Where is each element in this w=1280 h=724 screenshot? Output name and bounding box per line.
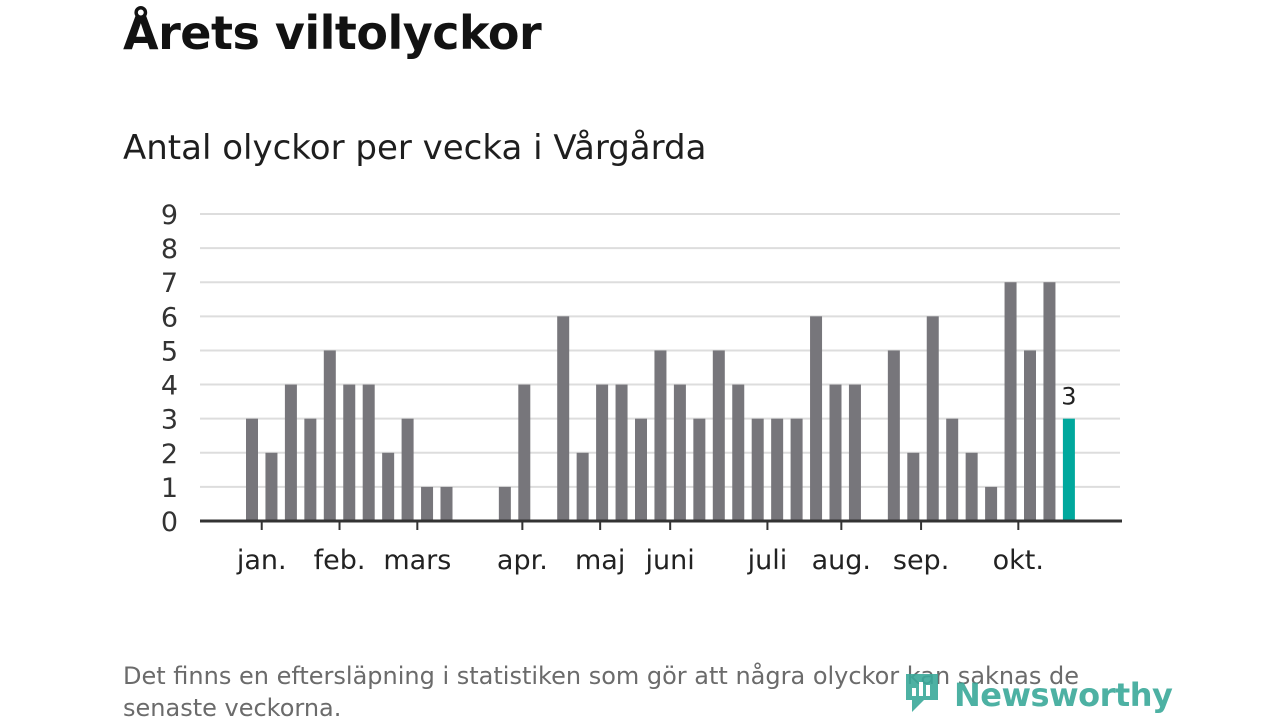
y-tick-label: 7 bbox=[161, 268, 178, 299]
bar bbox=[382, 452, 395, 521]
bar bbox=[284, 384, 297, 521]
bar bbox=[829, 384, 842, 521]
bar bbox=[323, 350, 336, 521]
x-tick-label: feb. bbox=[314, 545, 366, 576]
bar bbox=[848, 384, 861, 521]
y-tick-label: 0 bbox=[161, 507, 178, 538]
bar bbox=[265, 452, 278, 521]
bar bbox=[576, 452, 589, 521]
bar bbox=[1004, 282, 1017, 521]
bar bbox=[615, 384, 628, 521]
y-tick-label: 9 bbox=[161, 200, 178, 231]
bar bbox=[362, 384, 375, 521]
month-labels: jan. feb. mars apr. maj juni juli aug. sep. okt. bbox=[236, 545, 1044, 576]
bar bbox=[985, 486, 998, 521]
x-tick-label: sep. bbox=[893, 545, 949, 576]
bar bbox=[790, 418, 803, 521]
bar bbox=[751, 418, 764, 521]
bar bbox=[343, 384, 356, 521]
bar bbox=[810, 316, 823, 521]
highlighted-bar bbox=[1062, 418, 1075, 521]
bar bbox=[1024, 350, 1036, 521]
x-tick-label: apr. bbox=[497, 545, 548, 576]
chart-subtitle: Antal olyckor per vecka i Vårgårda bbox=[123, 128, 707, 168]
bar bbox=[946, 418, 959, 521]
newsworthy-logo-icon bbox=[902, 670, 942, 720]
bar bbox=[712, 350, 725, 521]
bar bbox=[693, 418, 706, 521]
y-tick-label: 8 bbox=[161, 234, 178, 265]
bar bbox=[887, 350, 900, 521]
x-tick-label: juli bbox=[747, 545, 788, 576]
data-label: 3 bbox=[1061, 383, 1076, 411]
brand-logo: Newsworthy bbox=[902, 670, 1173, 720]
bars bbox=[246, 282, 1075, 521]
bar bbox=[926, 316, 939, 521]
bar bbox=[732, 384, 745, 521]
bar bbox=[771, 418, 784, 521]
x-tick-label: okt. bbox=[993, 545, 1044, 576]
bar bbox=[421, 486, 434, 521]
bar bbox=[518, 384, 531, 521]
y-tick-label: 3 bbox=[161, 405, 178, 436]
x-tick-label: maj bbox=[575, 545, 625, 576]
y-tick-label: 6 bbox=[161, 302, 178, 333]
chart-title: Årets viltolyckor bbox=[123, 6, 542, 60]
y-tick-label: 2 bbox=[161, 439, 178, 470]
x-tick-label: juni bbox=[645, 545, 695, 576]
x-tick-label: mars bbox=[383, 545, 451, 576]
brand-name: Newsworthy bbox=[954, 676, 1173, 714]
bar bbox=[635, 418, 647, 521]
bar bbox=[246, 418, 258, 521]
bar bbox=[965, 452, 978, 521]
bar bbox=[498, 486, 511, 521]
bar bbox=[596, 384, 609, 521]
y-tick-label: 4 bbox=[161, 371, 178, 402]
bar bbox=[673, 384, 686, 521]
bar bbox=[401, 418, 414, 521]
bar bbox=[440, 486, 453, 521]
x-axis bbox=[200, 519, 1122, 530]
x-tick-label: jan. bbox=[236, 545, 287, 576]
y-tick-label: 5 bbox=[161, 336, 178, 367]
bar bbox=[907, 452, 920, 521]
x-tick-label: aug. bbox=[812, 545, 871, 576]
bar bbox=[1043, 282, 1056, 521]
annotations: 3 bbox=[1061, 383, 1076, 411]
bar bbox=[654, 350, 667, 521]
y-tick-label: 1 bbox=[161, 473, 178, 504]
bar bbox=[304, 418, 317, 521]
bar bbox=[557, 316, 570, 521]
